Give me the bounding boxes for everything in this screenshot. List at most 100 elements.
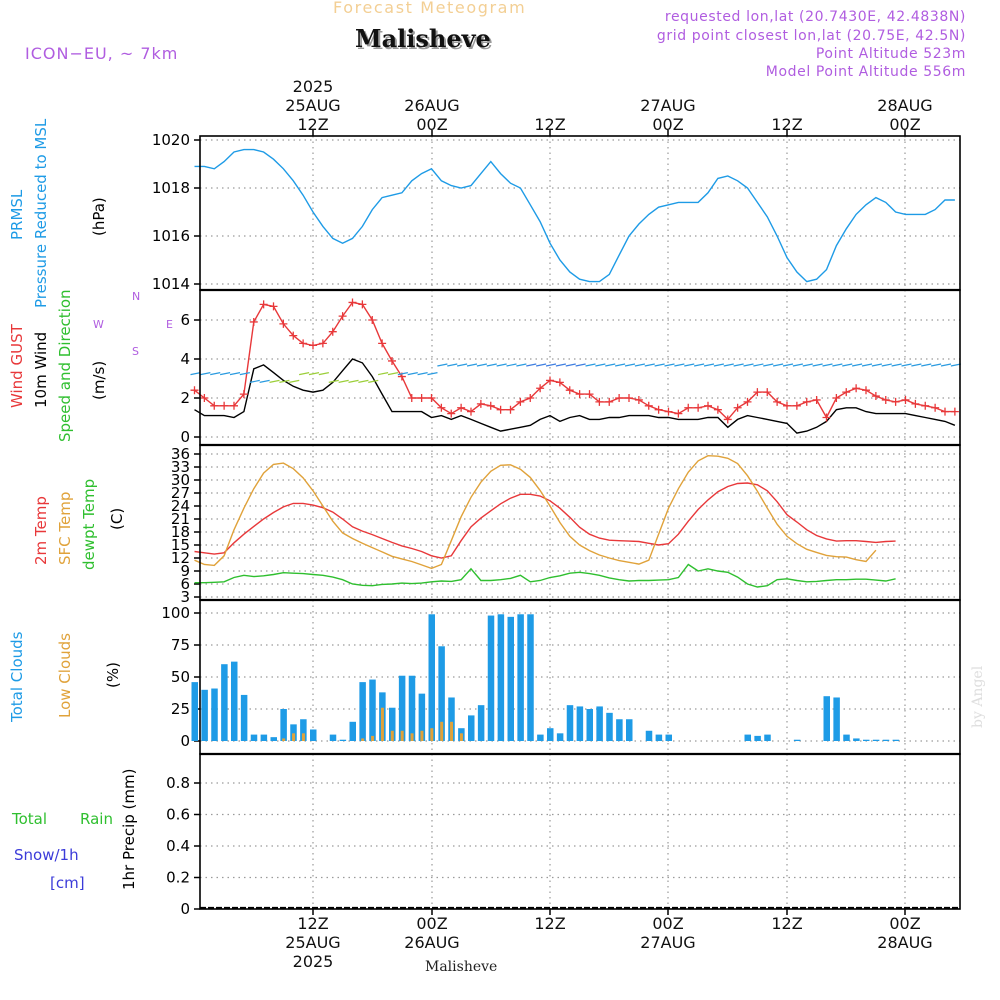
wind-arrow-16 [348,379,359,383]
gust-marker-20 [388,356,396,365]
wind-arrow-25 [437,363,448,367]
wind-arrow-71 [891,363,902,367]
gust-marker-72 [901,395,910,404]
gust-marker-13 [318,339,327,348]
wind-arrow-1 [200,372,211,376]
gust-marker-3 [220,401,229,410]
wind-arrow-69 [871,363,882,367]
wind-arrow-10 [289,379,300,383]
gust-marker-59 [773,397,782,406]
wind-arrow-27 [457,363,468,367]
wind-arrow-7 [259,379,270,383]
gust-marker-22 [407,394,416,402]
total-cloud-bar-44 [626,719,633,741]
gust-marker-54 [723,415,732,424]
gust-marker-43 [615,394,624,402]
ytick-label-p4-4: 75 [171,636,190,654]
wind-arrow-53 [713,363,724,367]
gust-marker-28 [467,407,475,416]
ytick-label-p1-4: 1020 [152,131,190,149]
gust-marker-63 [812,395,821,404]
gust-marker-8 [269,302,278,311]
total-rain-label-b: Rain [80,810,113,828]
ytick-label-p3-2: 6 [180,575,190,593]
total-cloud-bar-46 [645,730,653,741]
total-cloud-bar-3 [221,664,228,741]
low-cloud-bar-22 [410,733,414,741]
meteogram-subtitle: Forecast Meteogram [333,0,527,17]
gust-marker-33 [516,397,525,406]
snow-unit: [cm] [50,874,85,892]
total-cloud-bar-71 [892,739,900,741]
t2m-line [194,482,896,559]
bottom-date-label-3: 12Z [534,914,566,933]
total-cloud-bar-1 [201,689,208,741]
total-cloud-bar-41 [596,706,603,741]
total-cloud-bar-20 [389,707,396,741]
station-title: Malisheve [355,24,491,53]
gust-marker-58 [763,388,772,397]
total-cloud-bar-61 [793,739,801,741]
point-altitude: Point Altitude 523m [815,46,966,62]
bottom-date-label-6: 00Z 28AUG [877,914,933,952]
total-cloud-bar-24 [428,614,435,741]
total-cloud-bar-5 [240,694,248,741]
gust-marker-75 [931,403,940,412]
wind-arrow-33 [516,363,527,367]
wind-arrow-8 [269,379,280,383]
wind-arrow-48 [664,363,675,367]
bottom-station-label: Malisheve [425,959,498,975]
wind-arrow-19 [378,372,389,376]
dewpoint-line [194,563,896,588]
ytick-label-p3-1: 3 [180,588,190,606]
ytick-label-p3-9: 27 [171,484,190,502]
gust-marker-52 [704,401,712,410]
wind-arrow-51 [694,363,705,367]
wind-arrow-35 [536,363,547,367]
gust-marker-56 [743,397,752,406]
total-cloud-bar-58 [764,734,771,741]
gust-marker-70 [881,395,890,404]
wind-arrow-30 [486,363,497,367]
ytick-label-p4-5: 100 [161,604,190,622]
gust-marker-1 [200,394,209,402]
gust-marker-44 [625,394,633,402]
ytick-label-p3-4: 12 [171,549,190,567]
wind-arrow-34 [526,363,537,367]
wind-arrow-49 [674,363,685,367]
ytick-label-p3-7: 21 [171,510,190,528]
wind-arrow-54 [723,363,734,367]
wind-rose-south: S [132,345,139,358]
top-date-label-4: 27AUG 00Z [640,96,696,134]
gust-marker-23 [417,394,426,402]
ytick-label-p2-4: 6 [180,311,190,329]
wind-arrow-58 [763,363,774,367]
pressure-line [194,148,955,283]
ytick-label-p3-3: 9 [180,562,190,580]
total-cloud-bar-68 [863,739,870,741]
wind-arrow-40 [585,363,596,367]
ytick-label-p1-3: 1018 [152,179,190,197]
wind-rose-east: E [166,318,173,331]
gust-marker-17 [358,300,367,309]
low-cloud-bar-24 [430,728,434,741]
gust-marker-77 [950,407,959,416]
wind-arrow-74 [921,363,932,367]
ytick-label-p1-2: 1016 [152,227,190,245]
wind-arrow-24 [427,372,438,376]
ytick-label-p3-10: 30 [171,471,190,489]
low-cloud-bar-9 [282,738,286,741]
wind-arrow-21 [397,372,408,376]
total-cloud-bar-34 [527,614,534,741]
wind-arrow-60 [782,363,794,367]
wind-arrow-37 [555,363,566,367]
ytick-label-p3-5: 15 [171,536,190,554]
snow-label: Snow/1h [14,846,79,864]
wind-arrow-11 [299,372,310,376]
total-cloud-bar-28 [468,715,475,741]
gust-marker-39 [575,390,584,399]
panel-frame-2 [199,289,961,446]
gust-marker-55 [733,403,742,412]
ytick-label-p5-1: 0 [180,900,190,918]
